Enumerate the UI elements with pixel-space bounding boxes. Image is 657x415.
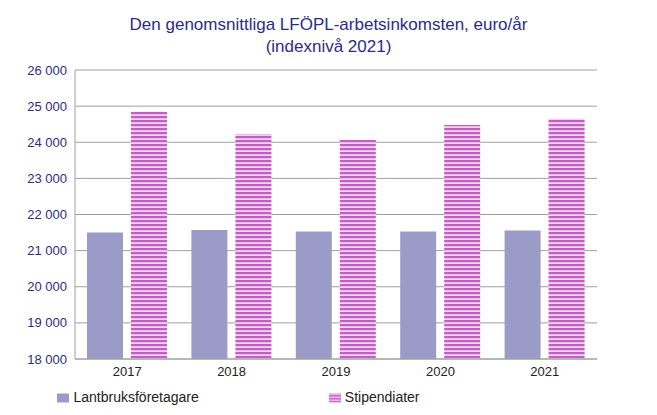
svg-text:2017: 2017 [113,364,142,379]
svg-text:2019: 2019 [322,364,351,379]
svg-text:20 000: 20 000 [27,279,67,294]
svg-text:2020: 2020 [426,364,455,379]
html-text:Den genomsnittliga LFÖPL-arbet: Den genomsnittliga LFÖPL-arbetsinkomsten… [129,15,528,34]
svg-text:25 000: 25 000 [27,99,67,114]
html-text:Lantbruksföretagare: Lantbruksföretagare [73,389,199,405]
svg-text:23 000: 23 000 [27,171,67,186]
svg-text:2018: 2018 [217,364,246,379]
svg-text:21 000: 21 000 [27,243,67,258]
html-text:Stipendiater: Stipendiater [344,389,420,405]
svg-text:22 000: 22 000 [27,207,67,222]
svg-text:24 000: 24 000 [27,135,67,150]
svg-text:2021: 2021 [530,364,559,379]
svg-text:19 000: 19 000 [27,315,67,330]
html-text:(indexnivå 2021): (indexnivå 2021) [265,37,392,56]
svg-text:18 000: 18 000 [27,352,67,367]
svg-text:26 000: 26 000 [27,63,67,78]
